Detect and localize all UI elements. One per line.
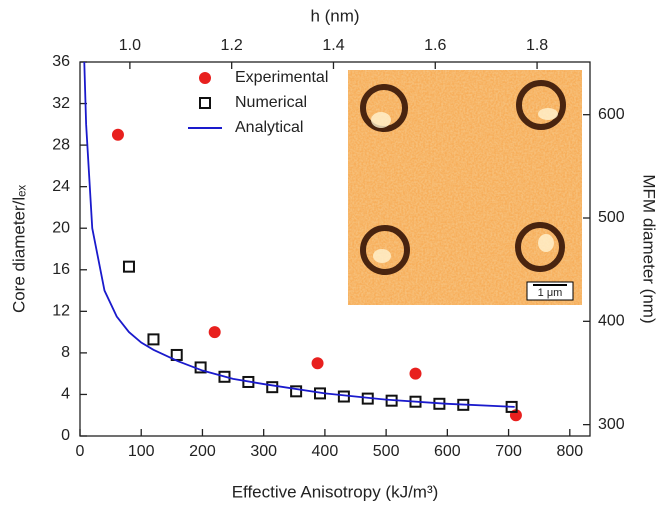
data-point [218,370,231,383]
y-tick-label: 20 [52,219,70,236]
x-axis-label: Effective Anisotropy (kJ/m³) [232,482,439,501]
y2-tick-label: 500 [598,209,625,226]
legend-label: Numerical [235,94,307,111]
data-point [290,385,303,398]
inset-image: 1 μm [348,70,582,305]
x-tick-label: 600 [434,443,461,460]
x-tick-label: 0 [76,443,85,460]
x-tick-label: 500 [373,443,400,460]
x-tick-label: 400 [312,443,339,460]
y-tick-label: 36 [52,53,70,70]
y-tick-label: 4 [61,386,70,403]
analytical-line [83,61,515,408]
data-point [311,357,324,370]
plot-frame [79,61,591,437]
data-point [208,326,221,339]
x2-tick-label: 1.2 [221,37,243,54]
scale-bar-label: 1 μm [538,287,563,299]
x-tick-label: 700 [495,443,522,460]
x2-tick-label: 1.4 [322,37,344,54]
data-point [409,367,422,380]
y-tick-label: 0 [61,427,70,444]
x-tick-label: 100 [128,443,155,460]
y-tick-label: 24 [52,178,70,195]
legend-label: Analytical [235,119,303,136]
y-axis-label: Core diameter/lₑₓ [9,185,28,314]
y-tick-label: 32 [52,95,70,112]
legend-marker [199,97,211,109]
legend-marker [199,72,211,84]
data-point [122,260,135,273]
y2-tick-label: 300 [598,416,625,433]
y-tick-label: 8 [61,344,70,361]
x2-tick-label: 1.8 [526,37,548,54]
x2-axis-label: h (nm) [310,6,359,25]
y2-tick-label: 600 [598,106,625,123]
y-tick-label: 16 [52,261,70,278]
y2-tick-label: 400 [598,313,625,330]
x-tick-label: 300 [250,443,277,460]
x-tick-label: 800 [556,443,583,460]
data-point [266,381,279,394]
x2-tick-label: 1.0 [119,37,141,54]
y2-axis-label: MFM diameter (nm) [640,174,659,323]
x2-tick-label: 1.6 [424,37,446,54]
y-tick-label: 28 [52,136,70,153]
data-point [111,128,124,141]
x-tick-label: 200 [189,443,216,460]
data-point [147,333,160,346]
legend-label: Experimental [235,69,328,86]
y-tick-label: 12 [52,303,70,320]
